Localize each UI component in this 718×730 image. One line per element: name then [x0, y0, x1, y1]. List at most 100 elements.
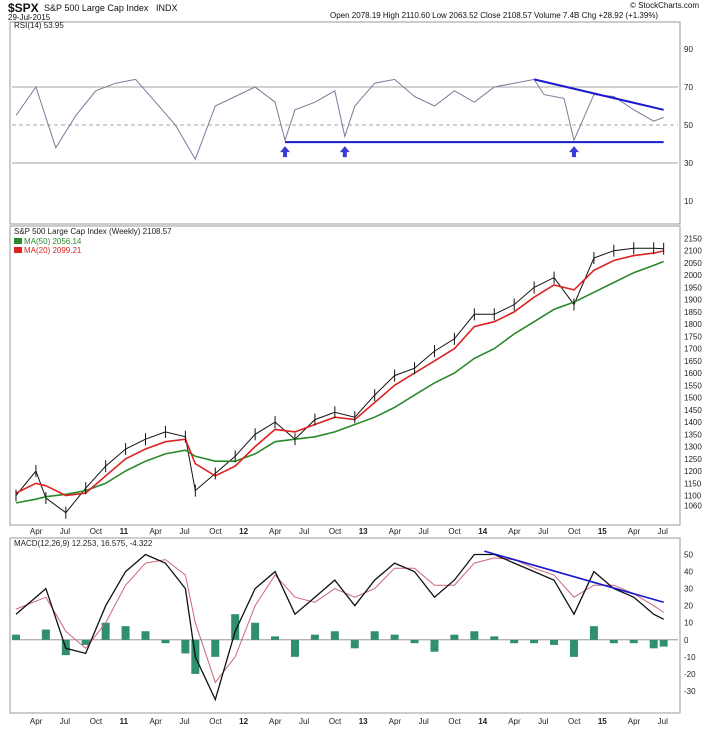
x-axis-label: 12 — [239, 527, 248, 536]
x-axis-label: Oct — [90, 527, 103, 536]
x-axis-label: Apr — [389, 717, 402, 726]
price-tick-label: 1300 — [684, 443, 702, 452]
price-panel — [9, 225, 681, 526]
x-axis-label: 11 — [120, 527, 129, 536]
macd-histogram-bar — [181, 639, 190, 654]
x-axis-label: Jul — [658, 527, 668, 536]
x-axis-label: Jul — [419, 527, 429, 536]
rsi-title: RSI(14) 53.95 — [14, 21, 64, 30]
x-axis-label: Apr — [269, 527, 282, 536]
arrow-up-icon — [568, 146, 579, 158]
macd-histogram-bar — [390, 634, 399, 640]
macd-histogram-bar — [430, 639, 439, 652]
arrow-up-icon — [339, 146, 350, 158]
macd-histogram-bar — [251, 622, 260, 640]
price-tick-label: 1750 — [684, 332, 702, 341]
x-axis-label: 13 — [359, 527, 368, 536]
index-name: S&P 500 Large Cap Index — [44, 3, 149, 13]
price-tick-label: 1250 — [684, 455, 702, 464]
x-axis-label: 13 — [359, 717, 368, 726]
x-axis-label: Jul — [179, 717, 189, 726]
exchange-label: INDX — [156, 3, 178, 13]
x-axis-label: Apr — [628, 527, 641, 536]
price-tick-label: 1150 — [684, 479, 702, 488]
macd-histogram-bar — [350, 639, 359, 649]
x-axis-label: Apr — [269, 717, 282, 726]
price-tick-label: 1800 — [684, 320, 702, 329]
x-axis-label: 12 — [239, 717, 248, 726]
x-axis-label: Jul — [658, 717, 668, 726]
macd-tick-label: -10 — [684, 653, 696, 662]
macd-histogram-bar — [211, 639, 220, 657]
price-series-line — [15, 260, 664, 504]
rsi-tick-label: 30 — [684, 159, 693, 168]
x-axis-label: Jul — [60, 527, 70, 536]
macd-histogram-bar — [81, 639, 90, 645]
macd-histogram-bar — [11, 634, 20, 640]
price-tick-label: 1500 — [684, 394, 702, 403]
x-axis-label: Jul — [419, 717, 429, 726]
macd-histogram-bar — [510, 639, 519, 644]
price-tick-label: 1850 — [684, 308, 702, 317]
price-tick-label: 1900 — [684, 296, 702, 305]
macd-tick-label: 50 — [684, 551, 693, 560]
macd-histogram-bar — [659, 639, 668, 647]
macd-histogram-bar — [370, 631, 379, 640]
price-title: S&P 500 Large Cap Index (Weekly) 2108.57 — [14, 227, 172, 236]
macd-histogram-bar — [450, 634, 459, 640]
macd-histogram-bar — [490, 636, 499, 640]
rsi-tick-label: 10 — [684, 197, 693, 206]
macd-tick-label: 10 — [684, 619, 693, 628]
macd-tick-label: -20 — [684, 670, 696, 679]
price-tick-label: 2050 — [684, 259, 702, 268]
macd-tick-label: -30 — [684, 687, 696, 696]
macd-tick-label: 30 — [684, 585, 693, 594]
macd-histogram-bar — [609, 639, 618, 644]
price-tick-label: 1700 — [684, 345, 702, 354]
rsi-panel — [9, 21, 681, 225]
x-axis-label: Apr — [30, 527, 43, 536]
rsi-tick-label: 50 — [684, 121, 693, 130]
x-axis-label: Jul — [299, 717, 309, 726]
x-axis-label: 11 — [120, 717, 129, 726]
price-tick-label: 1400 — [684, 418, 702, 427]
macd-histogram-bar — [530, 639, 539, 644]
price-tick-label: 1600 — [684, 369, 702, 378]
price-tick-label: 1550 — [684, 381, 702, 390]
rsi-line — [15, 78, 664, 161]
macd-histogram-bar — [271, 636, 280, 640]
x-axis-label: Oct — [448, 527, 461, 536]
price-tick-label: 2000 — [684, 271, 702, 280]
x-axis-label: Apr — [389, 527, 402, 536]
x-axis-label: Oct — [209, 717, 222, 726]
legend-ma50-swatch — [14, 238, 22, 244]
macd-histogram-bar — [310, 634, 319, 640]
price-tick-label: 1200 — [684, 467, 702, 476]
macd-histogram-bar — [41, 629, 50, 640]
x-axis-label: Apr — [149, 527, 162, 536]
price-tick-label: 1950 — [684, 283, 702, 292]
x-axis-label: Oct — [329, 717, 342, 726]
x-axis-label: Jul — [299, 527, 309, 536]
macd-tick-label: 0 — [684, 636, 689, 645]
macd-histogram-bar — [550, 639, 559, 645]
price-tick-label: 1100 — [684, 492, 702, 501]
x-axis-label: Oct — [209, 527, 222, 536]
macd-histogram-bar — [410, 639, 419, 644]
x-axis-label: Oct — [568, 527, 581, 536]
x-axis-label: 15 — [598, 717, 607, 726]
price-tick-label: 1350 — [684, 430, 702, 439]
macd-panel — [9, 537, 681, 714]
legend-ma50: MA(50) 2056.14 — [24, 237, 82, 246]
x-axis-label: Oct — [448, 717, 461, 726]
x-axis-label: Apr — [30, 717, 43, 726]
x-axis-label: Jul — [538, 527, 548, 536]
rsi-trend-line — [533, 78, 664, 111]
ohlc-readout: Open 2078.19 High 2110.60 Low 2063.52 Cl… — [330, 11, 659, 20]
x-axis-label: 15 — [598, 527, 607, 536]
symbol-label: $SPX — [8, 1, 39, 15]
macd-histogram-bar — [161, 639, 170, 644]
x-axis-label: Oct — [568, 717, 581, 726]
